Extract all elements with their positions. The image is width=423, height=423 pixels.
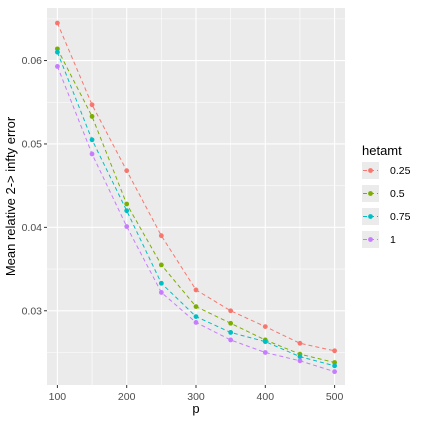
- data-point: [89, 102, 95, 108]
- data-point: [262, 324, 268, 330]
- data-point: [124, 201, 130, 207]
- legend-key-point: [368, 214, 373, 219]
- data-point: [228, 308, 234, 314]
- x-tick-label: 100: [49, 391, 67, 403]
- data-point: [89, 151, 95, 157]
- y-axis: 0.03 0.04 0.05 0.06: [22, 55, 47, 317]
- data-point: [297, 358, 303, 364]
- data-point: [262, 350, 268, 355]
- data-point: [54, 63, 60, 69]
- legend-key: [362, 185, 379, 202]
- data-point: [54, 46, 60, 52]
- data-point: [124, 208, 130, 214]
- data-point: [332, 369, 338, 375]
- data-point: [297, 354, 303, 360]
- legend-label: 0.25: [390, 165, 411, 177]
- data-point: [89, 137, 95, 143]
- data-point: [262, 339, 268, 345]
- data-point: [193, 314, 199, 320]
- legend-key-point: [368, 237, 373, 242]
- y-tick-label: 0.06: [22, 55, 43, 67]
- data-point: [332, 360, 338, 365]
- x-tick-label: 500: [326, 391, 344, 403]
- data-point: [193, 304, 199, 309]
- x-tick-label: 200: [118, 391, 136, 403]
- data-point: [332, 348, 338, 354]
- data-point: [228, 320, 234, 326]
- data-point: [158, 262, 164, 268]
- data-point: [228, 330, 234, 335]
- data-point: [158, 233, 164, 239]
- series-layer: [54, 20, 338, 375]
- data-point: [124, 224, 130, 229]
- x-tick-label: 300: [187, 391, 205, 403]
- legend: hetamt 0.25 0.5 0.75 1: [362, 143, 411, 248]
- data-point: [158, 280, 164, 286]
- legend-label: 0.75: [390, 211, 411, 223]
- data-point: [297, 340, 303, 346]
- x-axis: 100 200 300 400 500: [49, 385, 344, 403]
- legend-key: [362, 208, 379, 225]
- y-tick-label: 0.04: [22, 222, 43, 234]
- legend-key: [362, 162, 379, 179]
- data-point: [228, 337, 234, 343]
- legend-key: [362, 231, 379, 248]
- data-point: [124, 168, 130, 174]
- y-axis-label: Mean relative 2-> infty error: [3, 116, 18, 276]
- data-point: [193, 287, 199, 293]
- y-tick-label: 0.05: [22, 138, 43, 150]
- major-grid: [47, 8, 345, 385]
- data-point: [332, 363, 338, 369]
- legend-key-point: [368, 191, 373, 196]
- data-point: [89, 114, 95, 119]
- legend-key-point: [368, 168, 373, 173]
- legend-label: 1: [390, 234, 396, 246]
- data-point: [54, 20, 60, 26]
- data-point: [54, 49, 60, 55]
- x-axis-label: p: [192, 401, 199, 416]
- data-point: [158, 290, 164, 295]
- data-point: [193, 320, 199, 325]
- legend-label: 0.5: [390, 188, 405, 200]
- legend-title: hetamt: [362, 143, 402, 158]
- y-tick-label: 0.03: [22, 305, 43, 317]
- x-tick-label: 400: [257, 391, 275, 403]
